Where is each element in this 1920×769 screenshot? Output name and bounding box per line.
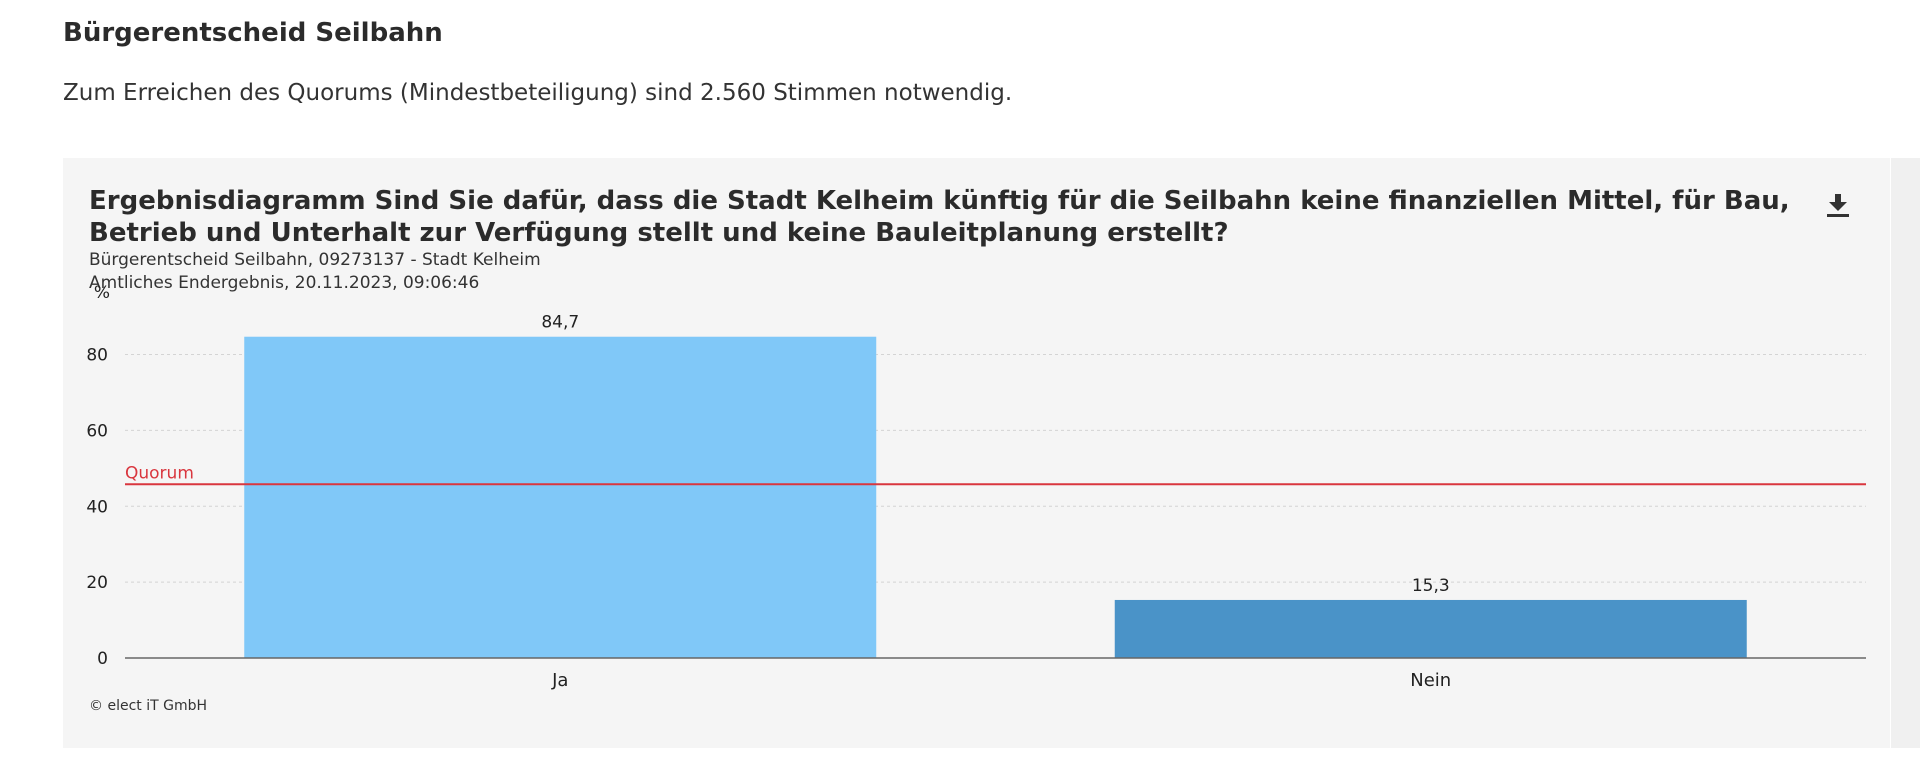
x-tick-label: Nein — [1410, 670, 1451, 691]
panel-edge — [1891, 158, 1920, 748]
y-axis-label: % — [94, 283, 110, 303]
chart-credits: © elect iT GmbH — [89, 698, 207, 714]
bar-nein — [1114, 599, 1747, 658]
chart-subtitle: Bürgerentscheid Seilbahn, 09273137 - Sta… — [89, 250, 541, 270]
chart-title: Ergebnisdiagramm Sind Sie dafür, dass di… — [89, 186, 1790, 248]
page-heading: Bürgerentscheid Seilbahn — [63, 18, 443, 48]
download-icon — [1827, 194, 1849, 217]
chart-status: Amtliches Endergebnis, 20.11.2023, 09:06… — [89, 273, 480, 293]
quorum-label: Quorum — [125, 463, 194, 483]
y-tick-label: 20 — [86, 573, 108, 593]
y-tick-label: 80 — [86, 346, 108, 366]
chart-panel: Ergebnisdiagramm Sind Sie dafür, dass di… — [63, 158, 1890, 748]
bar-chart: % 0 20 40 60 80 84,7 Ja 15,3 Nein Quorum — [86, 283, 1866, 691]
y-tick-label: 40 — [86, 497, 108, 517]
y-tick-label: 0 — [97, 649, 108, 669]
bar-ja — [244, 336, 877, 658]
data-label: 15,3 — [1412, 576, 1450, 596]
data-label: 84,7 — [541, 313, 579, 333]
x-tick-label: Ja — [551, 670, 568, 691]
y-tick-label: 60 — [86, 421, 108, 441]
quorum-intro-text: Zum Erreichen des Quorums (Mindestbeteil… — [63, 80, 1013, 106]
download-button[interactable] — [1823, 190, 1853, 220]
